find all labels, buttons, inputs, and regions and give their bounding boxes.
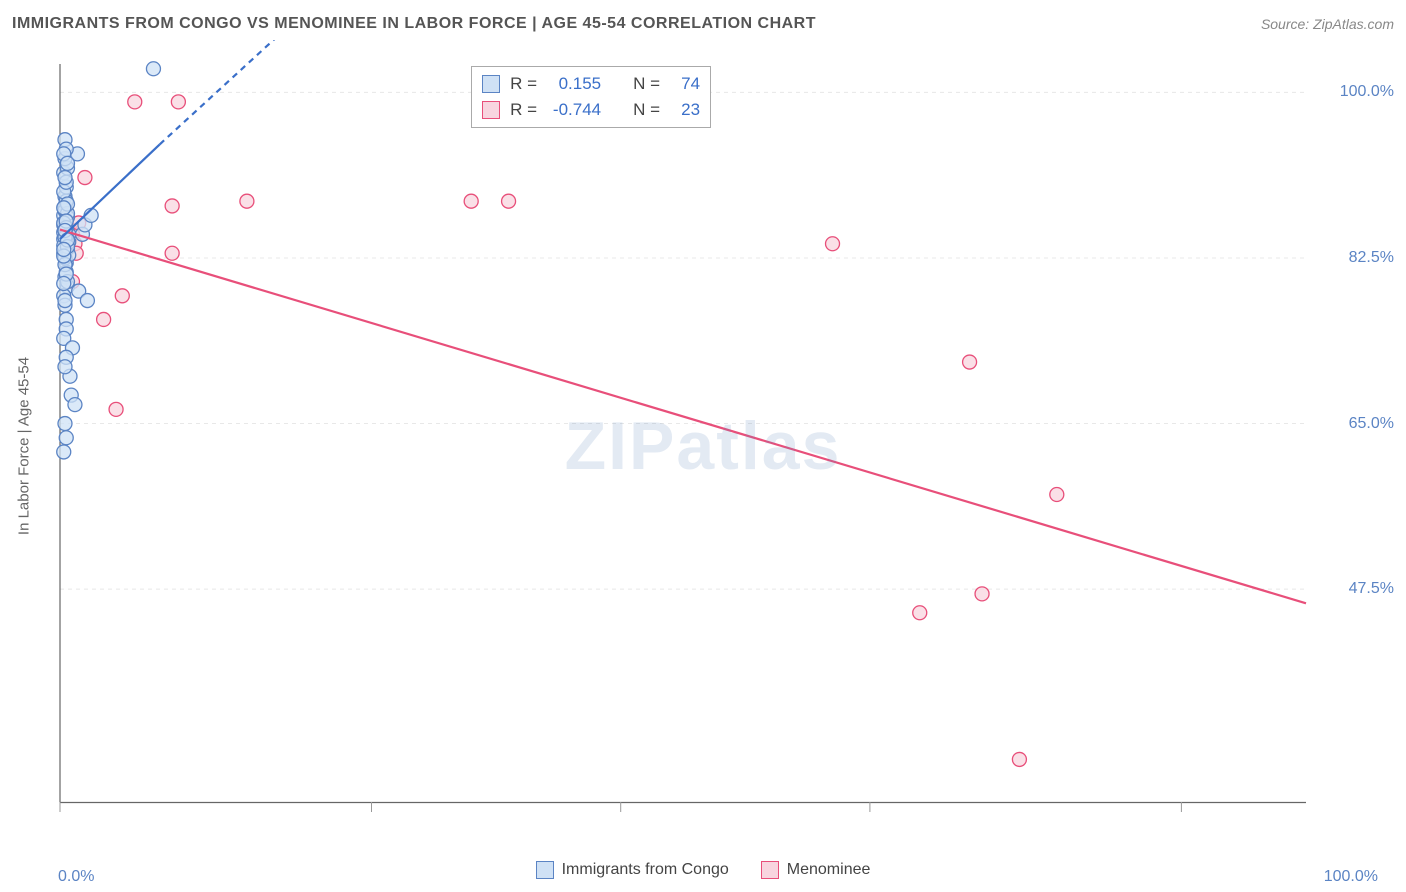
r-label: R = [510, 74, 537, 94]
legend-item-a: Immigrants from Congo [536, 861, 729, 879]
scatter-point [78, 171, 92, 185]
fit-line [60, 230, 1306, 604]
scatter-point [913, 606, 927, 620]
y-axis-label: In Labor Force | Age 45-54 [16, 357, 33, 535]
scatter-point [58, 171, 72, 185]
legend-swatch-a [536, 861, 554, 879]
y-tick-label: 82.5% [1349, 249, 1394, 267]
scatter-point [58, 417, 72, 431]
scatter-point [58, 294, 72, 308]
chart-title: IMMIGRANTS FROM CONGO VS MENOMINEE IN LA… [12, 15, 816, 33]
stats-swatch-b [482, 101, 500, 119]
scatter-point [146, 62, 160, 76]
legend-swatch-b [761, 861, 779, 879]
scatter-point [68, 398, 82, 412]
bottom-legend: Immigrants from Congo Menominee [0, 852, 1406, 888]
scatter-point [57, 445, 71, 459]
scatter-chart [50, 40, 1406, 852]
scatter-point [109, 402, 123, 416]
scatter-point [58, 360, 72, 374]
scatter-point [975, 587, 989, 601]
n-label: N = [633, 74, 660, 94]
scatter-point [57, 242, 71, 256]
scatter-point [97, 312, 111, 326]
chart-header: IMMIGRANTS FROM CONGO VS MENOMINEE IN LA… [0, 0, 1406, 40]
scatter-point [115, 289, 129, 303]
scatter-point [502, 194, 516, 208]
n-value-a: 74 [670, 74, 700, 94]
scatter-point [464, 194, 478, 208]
scatter-point [60, 156, 74, 170]
scatter-point [57, 201, 71, 215]
y-tick-label: 47.5% [1349, 580, 1394, 598]
scatter-point [165, 246, 179, 260]
source-prefix: Source: [1261, 16, 1313, 32]
stats-legend-box: R = 0.155 N = 74 R = -0.744 N = 23 [471, 66, 711, 128]
scatter-point [171, 95, 185, 109]
n-value-b: 23 [670, 100, 700, 120]
stats-swatch-a [482, 75, 500, 93]
y-tick-label: 100.0% [1340, 83, 1394, 101]
scatter-point [1012, 752, 1026, 766]
stats-row-b: R = -0.744 N = 23 [482, 97, 700, 123]
scatter-point [240, 194, 254, 208]
scatter-point [80, 294, 94, 308]
source-attribution: Source: ZipAtlas.com [1261, 16, 1394, 32]
r-label: R = [510, 100, 537, 120]
r-value-b: -0.744 [547, 100, 601, 120]
n-label: N = [633, 100, 660, 120]
scatter-point [128, 95, 142, 109]
scatter-point [963, 355, 977, 369]
y-tick-label: 65.0% [1349, 415, 1394, 433]
scatter-point [1050, 488, 1064, 502]
plot-area: In Labor Force | Age 45-54 ZIPatlas R = … [0, 40, 1406, 852]
r-value-a: 0.155 [547, 74, 601, 94]
legend-label-b: Menominee [787, 861, 871, 879]
scatter-point [826, 237, 840, 251]
scatter-point [165, 199, 179, 213]
scatter-point [57, 277, 71, 291]
source-name: ZipAtlas.com [1313, 16, 1394, 32]
legend-label-a: Immigrants from Congo [562, 861, 729, 879]
stats-row-a: R = 0.155 N = 74 [482, 71, 700, 97]
legend-item-b: Menominee [761, 861, 871, 879]
scatter-point [59, 431, 73, 445]
